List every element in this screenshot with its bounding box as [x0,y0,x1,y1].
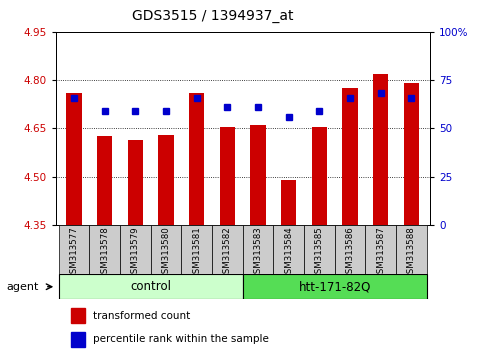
Bar [373,74,388,225]
Bar [304,225,335,274]
Text: control: control [130,280,171,293]
Text: GSM313579: GSM313579 [131,226,140,279]
Bar [404,83,419,225]
Text: transformed count: transformed count [93,311,190,321]
Text: htt-171-82Q: htt-171-82Q [298,280,371,293]
Bar [151,225,181,274]
Text: GSM313586: GSM313586 [346,226,355,279]
Bar [273,225,304,274]
Bar [243,225,273,274]
Bar [58,225,89,274]
Text: GDS3515 / 1394937_at: GDS3515 / 1394937_at [132,9,293,23]
Bar [97,136,113,225]
Text: GSM313577: GSM313577 [70,226,78,279]
Text: GSM313587: GSM313587 [376,226,385,279]
Bar [212,225,243,274]
Text: percentile rank within the sample: percentile rank within the sample [93,334,269,344]
Text: GSM313582: GSM313582 [223,226,232,279]
Bar [71,308,85,323]
Text: GSM313581: GSM313581 [192,226,201,279]
Bar [250,125,266,225]
Bar [220,127,235,225]
Bar [89,225,120,274]
Bar [120,225,151,274]
Bar [342,88,358,225]
Text: GSM313585: GSM313585 [315,226,324,279]
Bar [128,139,143,225]
Bar [158,135,174,225]
Text: GSM313580: GSM313580 [161,226,170,279]
Bar [71,332,85,347]
Bar [189,93,204,225]
Bar [181,225,212,274]
Text: GSM313583: GSM313583 [254,226,263,279]
Bar [366,225,396,274]
Bar [396,225,427,274]
Bar [66,93,82,225]
Bar [312,127,327,225]
Bar [243,274,427,299]
Text: GSM313588: GSM313588 [407,226,416,279]
Text: agent: agent [6,282,39,292]
Bar [335,225,366,274]
Bar [281,180,297,225]
Text: GSM313578: GSM313578 [100,226,109,279]
Text: GSM313584: GSM313584 [284,226,293,279]
Bar [58,274,243,299]
